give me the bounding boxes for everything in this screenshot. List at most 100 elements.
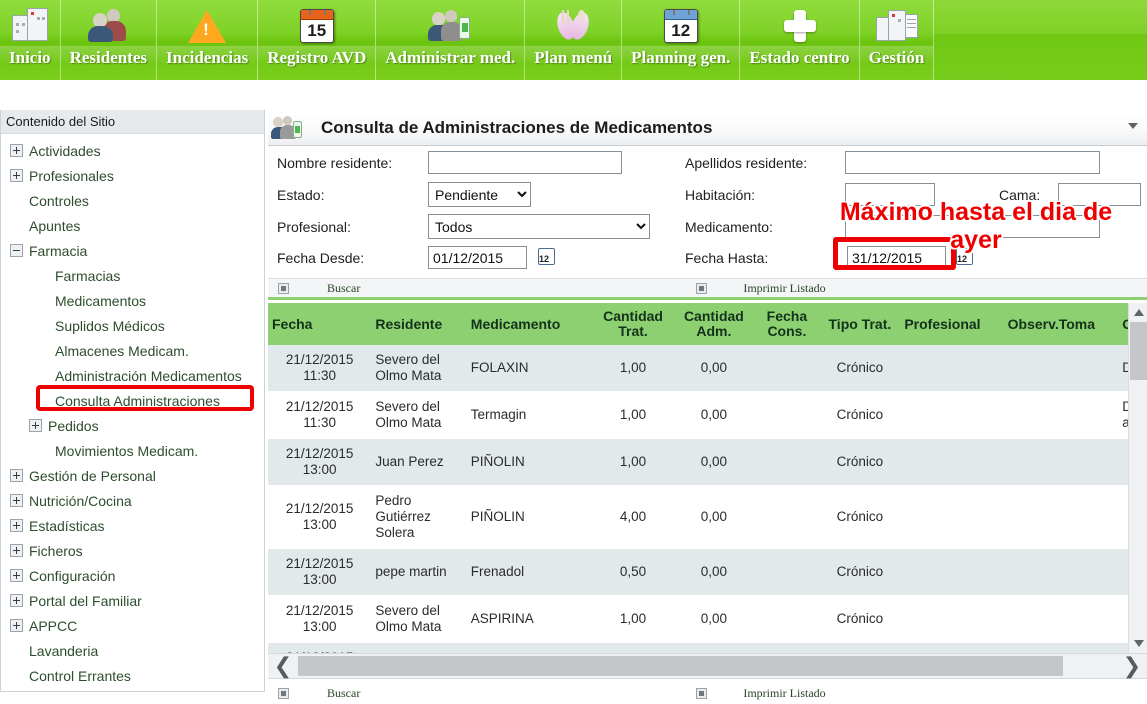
expand-plus-icon[interactable] bbox=[29, 419, 42, 432]
scroll-left-button[interactable]: ❮ bbox=[273, 653, 293, 679]
vertical-scrollbar[interactable] bbox=[1128, 303, 1147, 653]
results-table: Fecha Residente Medicamento Cantidad Trat. C… bbox=[268, 303, 1147, 653]
medicamento-input[interactable] bbox=[845, 215, 1100, 238]
sidebar-item-consulta-administraciones[interactable]: Consulta Administraciones bbox=[1, 388, 264, 413]
imprimir-listado-button-top[interactable]: Imprimir Listado bbox=[696, 281, 826, 296]
table-row[interactable]: 21/12/2015 13:00 Juan Perez PIÑOLIN 1,00 0,0… bbox=[268, 438, 1147, 486]
nav-label: Incidencias bbox=[166, 48, 249, 67]
sidebar-item-configuraci-n[interactable]: Configuración bbox=[1, 563, 264, 588]
imprimir-listado-button-bottom[interactable]: Imprimir Listado bbox=[696, 686, 826, 701]
fecha-desde-input[interactable] bbox=[428, 246, 527, 269]
nombre-residente-input[interactable] bbox=[428, 151, 622, 174]
sidebar-item-estad-sticas[interactable]: Estadísticas bbox=[1, 513, 264, 538]
expand-plus-icon[interactable] bbox=[10, 594, 23, 607]
fecha-hasta-input[interactable] bbox=[847, 246, 946, 269]
table-column-header[interactable]: Medicamento bbox=[466, 303, 593, 345]
table-cell-fecha: 21/12/2015 13:00 bbox=[268, 595, 372, 643]
table-column-header[interactable]: Tipo Trat. bbox=[819, 303, 901, 345]
nav-item-gestion[interactable]: Gestión bbox=[859, 0, 935, 80]
table-column-header[interactable]: Fecha Cons. bbox=[754, 303, 820, 345]
sidebar-item-suplidos-m-dicos[interactable]: Suplidos Médicos bbox=[1, 313, 264, 338]
table-row[interactable]: 21/12/2015 13:00 Severo del Olmo Mata ASPI… bbox=[268, 595, 1147, 643]
table-row[interactable]: 21/12/2015 11:30 Severo del Olmo Mata Term… bbox=[268, 391, 1147, 439]
expand-plus-icon[interactable] bbox=[10, 469, 23, 482]
nav-item-planning-gen[interactable]: 12 Planning gen. bbox=[622, 0, 741, 80]
sidebar-item-label: Nutrición/Cocina bbox=[29, 492, 132, 509]
nav-item-incidencias[interactable]: Incidencias bbox=[157, 0, 259, 80]
sidebar-item-nutrici-n-cocina[interactable]: Nutrición/Cocina bbox=[1, 488, 264, 513]
sidebar-item-administraci-n-medicamentos[interactable]: Administración Medicamentos bbox=[1, 363, 264, 388]
sidebar-item-apuntes[interactable]: Apuntes bbox=[1, 213, 264, 238]
sidebar-item-almacenes-medicam[interactable]: Almacenes Medicam. bbox=[1, 338, 264, 363]
scroll-down-button[interactable] bbox=[1129, 634, 1147, 653]
table-column-header[interactable]: Observ.Toma bbox=[1003, 303, 1119, 345]
panel-header: Consulta de Administraciones de Medicame… bbox=[268, 110, 1147, 146]
table-cell-medicamento: ASPIRINA bbox=[466, 595, 593, 643]
sidebar-item-medicamentos[interactable]: Medicamentos bbox=[1, 288, 264, 313]
sidebar-item-pedidos[interactable]: Pedidos bbox=[1, 413, 264, 438]
table-cell-cantidad-adm: 0,00 bbox=[673, 391, 755, 439]
table-row[interactable]: 21/12/2015 13:00 Pedro Gutiérrez Solera PI… bbox=[268, 485, 1147, 549]
calendar-picker-icon[interactable]: 12 bbox=[956, 248, 973, 265]
expand-plus-icon[interactable] bbox=[10, 519, 23, 532]
horizontal-scroll-thumb[interactable] bbox=[298, 656, 1063, 676]
buscar-button-bottom[interactable]: Buscar bbox=[278, 686, 360, 701]
sidebar-item-portal-del-familiar[interactable]: Portal del Familiar bbox=[1, 588, 264, 613]
sidebar-item-profesionales[interactable]: Profesionales bbox=[1, 163, 264, 188]
nav-item-registro-avd[interactable]: 15 Registro AVD bbox=[258, 0, 377, 80]
expand-plus-icon[interactable] bbox=[10, 169, 23, 182]
collapse-minus-icon[interactable] bbox=[10, 244, 23, 257]
nav-item-plan-menu[interactable]: Plan menú bbox=[525, 0, 623, 80]
estado-select[interactable]: Pendiente bbox=[428, 182, 531, 207]
sidebar-item-ficheros[interactable]: Ficheros bbox=[1, 538, 264, 563]
expand-plus-icon[interactable] bbox=[10, 144, 23, 157]
table-row[interactable]: 21/12/2015 11:30 Severo del Olmo Mata FOLA… bbox=[268, 345, 1147, 392]
chevron-down-icon[interactable] bbox=[1128, 123, 1138, 129]
vertical-scroll-thumb[interactable] bbox=[1130, 322, 1147, 380]
sidebar-item-farmacia[interactable]: Farmacia bbox=[1, 238, 264, 263]
sidebar-item-controles[interactable]: Controles bbox=[1, 188, 264, 213]
nav-item-inicio[interactable]: Inicio bbox=[0, 0, 61, 80]
label-habitacion: Habitación: bbox=[685, 187, 756, 203]
table-column-header[interactable]: Cantidad Adm. bbox=[673, 303, 755, 345]
table-column-header[interactable]: Residente bbox=[371, 303, 467, 345]
table-row[interactable]: 21/12/2015 13:00 pepe martin Frenadol 0,50 0… bbox=[268, 548, 1147, 596]
nav-item-estado-centro[interactable]: Estado centro bbox=[740, 0, 860, 80]
table-column-header[interactable]: Cantidad Trat. bbox=[592, 303, 674, 345]
sidebar-item-control-errantes[interactable]: Control Errantes bbox=[1, 663, 264, 688]
buscar-button-top[interactable]: Buscar bbox=[278, 281, 360, 296]
habitacion-input[interactable] bbox=[845, 183, 935, 206]
sidebar-item-label: Ficheros bbox=[29, 542, 83, 559]
results-table-container[interactable]: Fecha Residente Medicamento Cantidad Trat. C… bbox=[268, 303, 1147, 653]
sidebar-item-farmacias[interactable]: Farmacias bbox=[1, 263, 264, 288]
table-cell-residente: Severo del Olmo Mata bbox=[371, 391, 467, 439]
calendar-picker-icon[interactable]: 12 bbox=[538, 248, 555, 265]
label-profesional: Profesional: bbox=[277, 219, 351, 235]
calendar-icon-day: 12 bbox=[957, 254, 968, 264]
scroll-right-button[interactable]: ❯ bbox=[1122, 653, 1142, 679]
horizontal-scrollbar[interactable]: ❮ ❯ bbox=[268, 653, 1147, 679]
expand-plus-icon[interactable] bbox=[10, 544, 23, 557]
sidebar-item-actividades[interactable]: Actividades bbox=[1, 138, 264, 163]
sidebar-item-movimientos-medicam[interactable]: Movimientos Medicam. bbox=[1, 438, 264, 463]
label-cama: Cama: bbox=[999, 187, 1041, 203]
table-column-header[interactable]: Fecha bbox=[268, 303, 372, 345]
nav-item-residentes[interactable]: Residentes bbox=[60, 0, 158, 80]
cama-input[interactable] bbox=[1058, 183, 1141, 206]
nav-item-administrar-med[interactable]: Administrar med. bbox=[376, 0, 526, 80]
profesional-select[interactable]: Todos bbox=[428, 214, 650, 239]
buscar-icon bbox=[278, 687, 289, 699]
apellidos-residente-input[interactable] bbox=[845, 151, 1100, 174]
table-column-header[interactable]: Profesional bbox=[900, 303, 1004, 345]
expand-plus-icon[interactable] bbox=[10, 569, 23, 582]
table-cell-profesional bbox=[900, 438, 1004, 486]
expand-plus-icon[interactable] bbox=[10, 619, 23, 632]
expand-plus-icon[interactable] bbox=[10, 494, 23, 507]
sidebar-item-lavanderia[interactable]: Lavanderia bbox=[1, 638, 264, 663]
scroll-up-button[interactable] bbox=[1129, 303, 1147, 322]
table-cell-cantidad-trat: 0,50 bbox=[592, 548, 674, 596]
warning-triangle-icon bbox=[157, 4, 257, 48]
sidebar-item-gesti-n-de-personal[interactable]: Gestión de Personal bbox=[1, 463, 264, 488]
sidebar-item-appcc[interactable]: APPCC bbox=[1, 613, 264, 638]
